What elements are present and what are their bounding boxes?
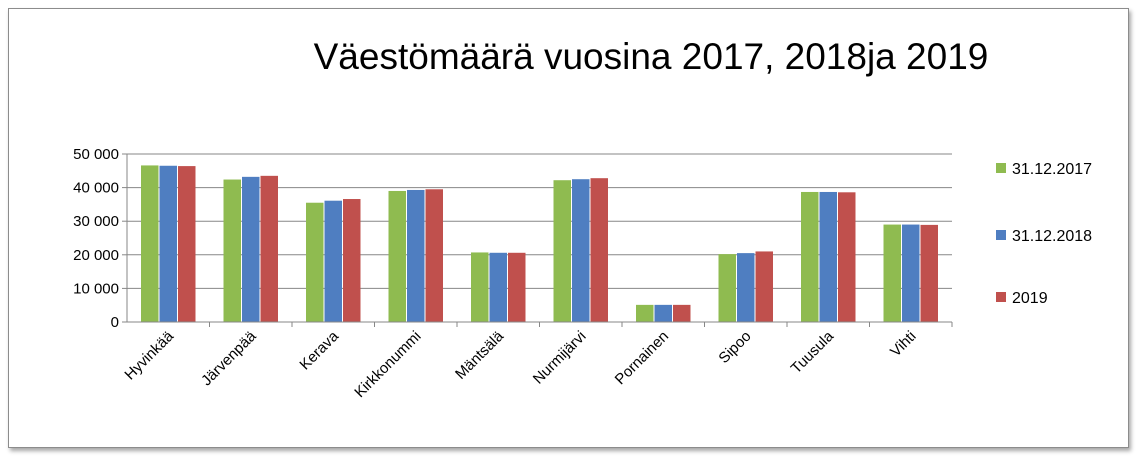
bars: [141, 165, 938, 322]
legend-label: 31.12.2018: [1012, 228, 1092, 245]
y-tick-label: 50 000: [73, 146, 119, 163]
bar-mäntsälä-3: [508, 252, 526, 322]
bar-kirkkonummi-3: [425, 189, 443, 322]
bar-sipoo-2: [737, 253, 755, 322]
bar-vihti-2: [902, 224, 920, 322]
legend-label: 31.12.2017: [1012, 161, 1092, 178]
bar-mäntsälä-1: [471, 252, 489, 322]
y-axis-ticks: 0 10 000 20 000 30 000 40 000 50 000: [73, 146, 127, 331]
bar-nurmijärvi-3: [590, 178, 608, 322]
y-tick-label: 30 000: [73, 213, 119, 230]
legend-label: 2019: [1012, 290, 1048, 307]
bar-järvenpää-3: [260, 175, 278, 322]
x-axis-labels: Hyvinkää Järvenpää Kerava Kirkkonummi Mäntsä…: [121, 327, 919, 401]
bar-vihti-1: [883, 224, 901, 322]
bar-hyvinkää-2: [159, 165, 177, 322]
bar-kerava-2: [324, 200, 342, 322]
bar-hyvinkää-3: [178, 166, 196, 322]
x-tick-label: Nurmijärvi: [530, 328, 590, 388]
bar-nurmijärvi-2: [572, 179, 590, 322]
x-tick-label: Kerava: [296, 327, 342, 373]
y-tick-label: 0: [111, 314, 119, 331]
y-tick-label: 20 000: [73, 247, 119, 264]
bar-pornainen-2: [654, 304, 672, 322]
x-tick-label: Kirkkonummi: [351, 328, 424, 401]
bar-sipoo-1: [718, 254, 736, 322]
bar-tuusula-3: [838, 192, 856, 322]
bar-järvenpää-1: [223, 179, 241, 322]
bar-kirkkonummi-1: [388, 190, 406, 322]
legend-swatch: [996, 163, 1006, 173]
legend-swatch: [996, 230, 1006, 240]
bar-kerava-1: [306, 202, 324, 322]
legend: 31.12.2017 31.12.2018 2019: [996, 161, 1092, 307]
bar-tuusula-2: [819, 191, 837, 322]
bar-pornainen-1: [636, 304, 654, 322]
y-tick-label: 40 000: [73, 180, 119, 197]
bar-mäntsälä-2: [489, 252, 507, 322]
x-tick-label: Järvenpää: [198, 327, 260, 389]
axes: [126, 154, 953, 327]
x-tick-label: Sipoo: [715, 328, 754, 367]
x-tick-label: Tuusula: [788, 327, 838, 377]
bar-vihti-3: [920, 224, 938, 322]
bar-järvenpää-2: [242, 176, 260, 322]
bar-nurmijärvi-1: [553, 180, 571, 322]
x-tick-label: Hyvinkää: [121, 327, 177, 383]
bar-kirkkonummi-2: [407, 189, 425, 322]
bar-tuusula-1: [801, 191, 819, 322]
bar-hyvinkää-1: [141, 165, 159, 322]
chart-frame: Väestömäärä vuosina 2017, 2018ja 2019 0 1…: [8, 8, 1129, 448]
bar-chart: Väestömäärä vuosina 2017, 2018ja 2019 0 1…: [73, 36, 1092, 401]
bar-pornainen-3: [673, 304, 691, 322]
x-tick-label: Pornainen: [612, 328, 672, 388]
bar-sipoo-3: [755, 251, 773, 322]
chart-title: Väestömäärä vuosina 2017, 2018ja 2019: [314, 36, 989, 77]
x-tick-label: Vihti: [887, 328, 919, 360]
x-tick-label: Mäntsälä: [452, 327, 508, 383]
y-tick-label: 10 000: [73, 280, 119, 297]
legend-swatch: [996, 292, 1006, 302]
bar-kerava-3: [343, 199, 361, 322]
